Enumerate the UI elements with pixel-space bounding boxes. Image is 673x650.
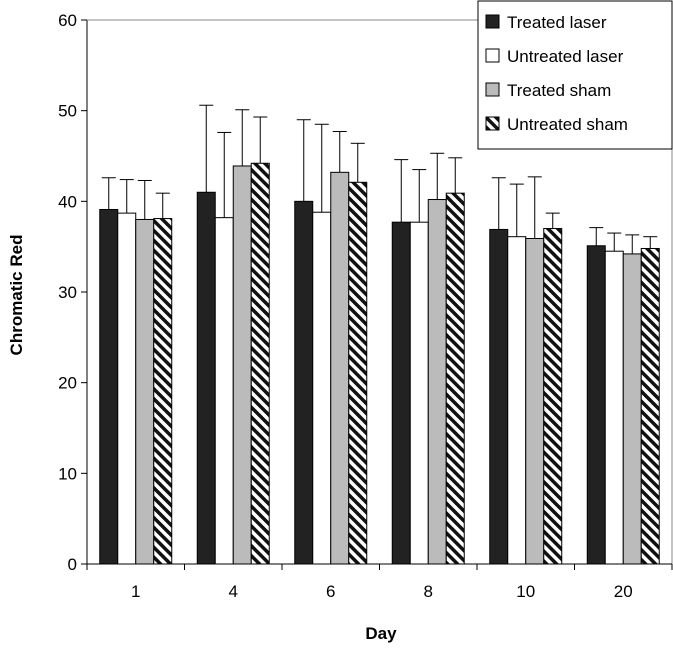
legend-swatch xyxy=(485,14,500,29)
y-tick-label: 50 xyxy=(58,102,77,121)
x-tick-label: 6 xyxy=(326,582,335,601)
legend-swatch xyxy=(485,48,500,63)
x-tick-label: 4 xyxy=(229,582,238,601)
y-tick-label: 10 xyxy=(58,464,77,483)
y-tick-label: 30 xyxy=(58,283,77,302)
bar xyxy=(232,165,252,565)
bar xyxy=(312,211,332,565)
x-tick-label: 10 xyxy=(516,582,535,601)
legend-box xyxy=(477,0,673,150)
bar xyxy=(135,218,155,565)
bar xyxy=(196,191,216,565)
x-tick-label: 20 xyxy=(614,582,633,601)
y-tick-label: 40 xyxy=(58,192,77,211)
y-tick-label: 20 xyxy=(58,374,77,393)
bar xyxy=(604,250,624,565)
bar xyxy=(214,217,234,565)
y-tick-label: 0 xyxy=(68,555,77,574)
bar xyxy=(586,245,606,565)
y-axis-title: Chromatic Red xyxy=(7,235,26,356)
bar xyxy=(409,221,429,565)
x-tick-label: 1 xyxy=(131,582,140,601)
bar xyxy=(445,192,465,565)
bar xyxy=(525,238,545,565)
legend-label: Untreated laser xyxy=(507,47,624,66)
legend-swatch xyxy=(485,116,500,131)
bar xyxy=(348,181,368,565)
bar xyxy=(117,212,137,565)
bar xyxy=(543,228,563,565)
legend: Treated laser Untreated laser Treated sham… xyxy=(477,0,673,150)
x-axis-title: Day xyxy=(365,624,397,643)
y-tick-label: 60 xyxy=(58,11,77,30)
legend-label: Untreated sham xyxy=(507,115,628,134)
bar xyxy=(330,171,350,565)
bar xyxy=(250,162,270,565)
legend-label: Treated sham xyxy=(507,81,611,100)
bar xyxy=(640,247,660,565)
bar xyxy=(507,236,527,565)
bar xyxy=(99,208,119,565)
y-axis: 0 10 20 30 40 50 60 xyxy=(58,11,673,574)
legend-label: Treated laser xyxy=(507,13,607,32)
legend-swatch xyxy=(485,82,500,97)
bar xyxy=(294,200,314,565)
bar xyxy=(622,253,642,565)
x-axis: 1 4 6 8 10 20 xyxy=(86,563,673,601)
x-tick-label: 8 xyxy=(424,582,433,601)
bar xyxy=(427,199,447,565)
bar xyxy=(153,218,173,565)
bar xyxy=(391,221,411,565)
bar xyxy=(489,228,509,565)
plot-area xyxy=(99,104,660,565)
